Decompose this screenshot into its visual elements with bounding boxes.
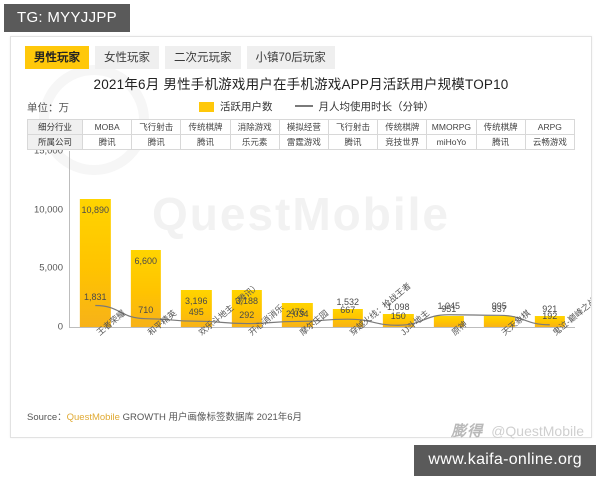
bar-value-label: 937 xyxy=(491,304,507,315)
line-value-label: 150 xyxy=(390,311,406,322)
y-axis-tick: 5,000 xyxy=(39,262,63,274)
chart-axes: 10,890 6,600 3,196 3,188 2,034 1,532 1,098 951 9… xyxy=(69,151,575,328)
industry-cell: 传统棋牌 xyxy=(180,119,231,135)
bar-slot: 6,600 xyxy=(121,151,172,327)
line-series xyxy=(70,151,575,327)
company-cell: 乐元素 xyxy=(229,134,280,150)
industry-cell: MMORPG xyxy=(426,119,477,135)
segment-tabs: 男性玩家 女性玩家 二次元玩家 小镇70后玩家 xyxy=(25,46,335,69)
table-row-company: 所属公司 腾讯 腾讯 腾讯 乐元素 雷霆游戏 腾讯 竞技世界 miHoYo 腾讯… xyxy=(27,134,576,150)
line-value-label: 667 xyxy=(340,305,356,316)
bar-value-label: 3,196 xyxy=(184,295,208,306)
tab-town-70s-players[interactable]: 小镇70后玩家 xyxy=(246,46,335,69)
chart-legend: 活跃用户数 月人均使用时长（分钟） xyxy=(199,99,434,114)
bar-value-label: 951 xyxy=(441,303,457,314)
company-cell: miHoYo xyxy=(426,134,477,150)
y-axis-tick: 0 xyxy=(57,321,63,333)
line-value-label: 1,831 xyxy=(83,291,107,302)
line-value-label: 995 xyxy=(491,301,507,312)
url-banner: www.kaifa-online.org xyxy=(414,445,596,476)
bar xyxy=(332,309,363,327)
industry-cell: 传统棋牌 xyxy=(377,119,428,135)
bar-value-label: 3,188 xyxy=(235,295,259,306)
bottom-watermark: 膨得 @QuestMobile xyxy=(451,420,584,441)
company-cell: 腾讯 xyxy=(327,134,379,150)
bar-value-label: 2,034 xyxy=(285,309,309,320)
watermark-account: @QuestMobile xyxy=(491,422,584,439)
company-cell: 竞技世界 xyxy=(377,134,428,150)
line-value-label: 495 xyxy=(188,307,204,318)
row-header-industry: 细分行业 xyxy=(27,119,83,135)
industry-cell: 消除游戏 xyxy=(229,119,280,135)
meta-table: 细分行业 MOBA 飞行射击 传统棋牌 消除游戏 模拟经营 飞行射击 传统棋牌 … xyxy=(27,119,576,150)
line-value-label: 476 xyxy=(289,307,305,318)
industry-cell: MOBA xyxy=(81,119,133,135)
source-suffix: GROWTH 用户画像标签数据库 2021年6月 xyxy=(119,412,303,423)
source-prefix: Source： xyxy=(27,412,67,423)
trend-line xyxy=(95,306,550,326)
watermark-logo: 膨得 xyxy=(451,423,484,440)
industry-cell: 飞行射击 xyxy=(131,119,182,135)
bar-slot: 3,188 xyxy=(222,151,273,327)
source-brand: QuestMobile xyxy=(66,412,120,423)
bar-slot: 921 xyxy=(525,151,576,327)
chart-title: 2021年6月 男性手机游戏用户在手机游戏APP月活跃用户规模TOP10 xyxy=(93,77,509,92)
legend-line-swatch xyxy=(294,104,313,107)
table-row-industry: 细分行业 MOBA 飞行射击 传统棋牌 消除游戏 模拟经营 飞行射击 传统棋牌 … xyxy=(27,119,576,135)
bar-slot: 937 xyxy=(474,151,525,327)
line-value-label: 1,045 xyxy=(437,300,461,311)
y-axis-tick: 10,000 xyxy=(33,204,63,216)
row-header-company: 所属公司 xyxy=(27,134,83,150)
tg-badge: TG: MYYJJPP xyxy=(4,4,130,32)
chart-plot-area: 0 5,000 10,000 15,000 10,890 6,600 3,196 3,188… xyxy=(27,146,575,333)
bar xyxy=(231,289,262,327)
tab-male-players[interactable]: 男性玩家 xyxy=(25,46,89,69)
line-value-label: 292 xyxy=(239,309,255,320)
industry-cell: 飞行射击 xyxy=(327,119,379,135)
legend-bar-label: 活跃用户数 xyxy=(220,101,273,113)
company-cell: 雷霆游戏 xyxy=(278,134,329,150)
bar xyxy=(484,316,515,327)
company-cell: 腾讯 xyxy=(131,134,182,150)
company-cell: 腾讯 xyxy=(180,134,231,150)
industry-cell: 模拟经营 xyxy=(278,119,329,135)
bar-slot: 1,532 xyxy=(323,151,374,327)
bar-value-label: 1,532 xyxy=(336,297,360,308)
industry-cell: 传统棋牌 xyxy=(475,119,526,135)
source-note: Source：QuestMobile GROWTH 用户画像标签数据库 2021… xyxy=(27,409,302,423)
line-value-label: 192 xyxy=(542,310,558,321)
line-value-label: 710 xyxy=(138,304,154,315)
bar-value-label: 6,600 xyxy=(134,255,158,266)
unit-label: 单位：万 xyxy=(27,102,69,114)
bar-slot: 1,098 xyxy=(373,151,424,327)
bar-slot: 951 xyxy=(424,151,475,327)
bar xyxy=(383,314,414,327)
bar-series: 10,890 6,600 3,196 3,188 2,034 1,532 1,098 951 9… xyxy=(70,151,575,327)
bar xyxy=(433,315,464,327)
bar xyxy=(130,249,161,327)
x-axis-categories: 王者荣耀 和平精英 欢乐斗地主（腾讯） 开心消消乐 摩尔庄园 穿越火线：枪战王者 JJ斗地主… xyxy=(69,281,591,399)
industry-cell: ARPG xyxy=(524,119,576,135)
bar xyxy=(534,316,565,327)
tab-female-players[interactable]: 女性玩家 xyxy=(95,46,159,69)
company-cell: 腾讯 xyxy=(475,134,526,150)
legend-line-label: 月人均使用时长（分钟） xyxy=(318,101,435,113)
legend-bar-swatch xyxy=(199,101,214,112)
company-cell: 腾讯 xyxy=(81,134,133,150)
slide-card: QuestMobile 男性玩家 女性玩家 二次元玩家 小镇70后玩家 2021… xyxy=(10,36,592,438)
bar-value-label: 10,890 xyxy=(81,205,110,216)
tab-acg-players[interactable]: 二次元玩家 xyxy=(165,46,241,69)
bar-value-label: 1,098 xyxy=(386,302,410,313)
bar-value-label: 921 xyxy=(542,304,558,315)
y-axis-labels: 0 5,000 10,000 15,000 xyxy=(27,146,67,333)
company-cell: 云畅游戏 xyxy=(524,134,576,150)
